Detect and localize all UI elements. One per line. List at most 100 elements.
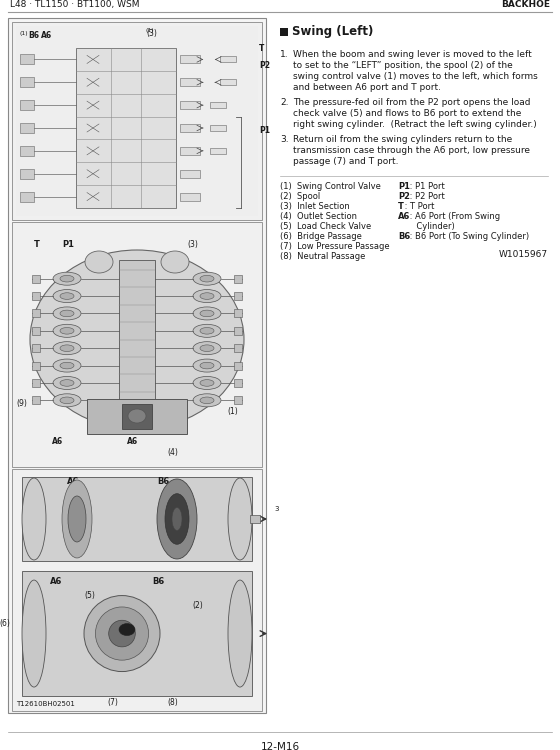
- Bar: [234, 327, 242, 334]
- Ellipse shape: [53, 272, 81, 285]
- Ellipse shape: [200, 275, 214, 282]
- Text: (2): (2): [192, 601, 203, 610]
- Text: : P1 Port: : P1 Port: [407, 182, 444, 191]
- Text: : T Port: : T Port: [402, 202, 435, 211]
- Ellipse shape: [22, 580, 46, 687]
- Bar: [32, 379, 40, 387]
- Text: A6: A6: [67, 477, 80, 486]
- Text: (5): (5): [84, 591, 95, 600]
- Text: B6: B6: [157, 477, 169, 486]
- Text: B6: B6: [28, 31, 39, 40]
- Bar: [210, 148, 226, 154]
- Bar: [180, 124, 200, 132]
- Bar: [250, 515, 260, 523]
- Bar: [12, 222, 262, 467]
- Bar: [234, 292, 242, 300]
- Ellipse shape: [165, 494, 189, 544]
- Ellipse shape: [128, 409, 146, 423]
- Ellipse shape: [60, 397, 74, 404]
- Ellipse shape: [95, 607, 148, 660]
- Ellipse shape: [193, 307, 221, 320]
- Bar: [32, 292, 40, 300]
- Bar: [234, 274, 242, 283]
- Text: A6: A6: [52, 437, 63, 446]
- Bar: [180, 56, 200, 64]
- Text: (1): (1): [20, 31, 29, 36]
- Bar: [280, 28, 288, 36]
- Ellipse shape: [60, 310, 74, 316]
- Text: P1: P1: [259, 126, 270, 135]
- Text: (9): (9): [16, 399, 27, 408]
- Text: T: T: [259, 44, 264, 53]
- Ellipse shape: [53, 324, 81, 338]
- Bar: [20, 191, 34, 202]
- Text: (1): (1): [227, 407, 238, 416]
- Text: check valve (5) and flows to B6 port to extend the: check valve (5) and flows to B6 port to …: [293, 109, 521, 118]
- Text: Return oil from the swing cylinders return to the: Return oil from the swing cylinders retu…: [293, 135, 512, 144]
- Bar: [20, 169, 34, 178]
- Text: T: T: [34, 240, 40, 249]
- Text: (3): (3): [187, 240, 198, 249]
- Text: passage (7) and T port.: passage (7) and T port.: [293, 157, 399, 166]
- Text: (6)  Bridge Passage: (6) Bridge Passage: [280, 232, 362, 241]
- Text: (4)  Outlet Section: (4) Outlet Section: [280, 212, 357, 221]
- Text: P1: P1: [62, 240, 74, 249]
- Text: T12610BH02501: T12610BH02501: [16, 701, 75, 707]
- Ellipse shape: [109, 620, 136, 646]
- Ellipse shape: [62, 480, 92, 558]
- Text: right swing cylinder.  (Retract the left swing cylinder.): right swing cylinder. (Retract the left …: [293, 120, 536, 129]
- Text: L48 · TL1150 · BT1100, WSM: L48 · TL1150 · BT1100, WSM: [10, 0, 139, 9]
- Text: (8)  Neutral Passage: (8) Neutral Passage: [280, 252, 365, 261]
- Ellipse shape: [53, 342, 81, 355]
- Text: BACKHOE: BACKHOE: [501, 0, 550, 9]
- Text: (4): (4): [167, 448, 178, 457]
- Bar: [32, 344, 40, 352]
- Ellipse shape: [193, 324, 221, 338]
- Text: (2)  Spool: (2) Spool: [280, 192, 320, 201]
- Bar: [234, 362, 242, 370]
- Text: A6: A6: [398, 212, 410, 221]
- Text: transmission case through the A6 port, low pressure: transmission case through the A6 port, l…: [293, 146, 530, 155]
- Text: B6: B6: [398, 232, 410, 241]
- Text: (7)  Low Pressure Passage: (7) Low Pressure Passage: [280, 242, 390, 251]
- Text: B6: B6: [152, 577, 164, 586]
- Ellipse shape: [60, 345, 74, 352]
- Ellipse shape: [200, 380, 214, 386]
- Bar: [8, 18, 266, 713]
- Bar: [12, 469, 262, 711]
- Ellipse shape: [200, 328, 214, 334]
- Bar: [20, 55, 34, 64]
- Ellipse shape: [193, 376, 221, 389]
- Text: 1.: 1.: [280, 50, 288, 59]
- Bar: [20, 123, 34, 133]
- Bar: [20, 100, 34, 110]
- Ellipse shape: [193, 394, 221, 406]
- Ellipse shape: [228, 478, 252, 560]
- Text: : P2 Port: : P2 Port: [407, 192, 444, 201]
- Ellipse shape: [200, 397, 214, 404]
- Text: 3: 3: [274, 506, 278, 512]
- Ellipse shape: [60, 275, 74, 282]
- Ellipse shape: [193, 342, 221, 355]
- Bar: [210, 125, 226, 131]
- Bar: [12, 22, 262, 220]
- Bar: [180, 193, 200, 200]
- Bar: [180, 147, 200, 154]
- Bar: [234, 396, 242, 404]
- Ellipse shape: [200, 310, 214, 316]
- Text: A6: A6: [50, 577, 62, 586]
- Ellipse shape: [119, 623, 135, 635]
- Bar: [119, 260, 155, 419]
- Bar: [234, 310, 242, 317]
- Ellipse shape: [84, 596, 160, 671]
- Ellipse shape: [68, 496, 86, 542]
- Bar: [87, 399, 187, 434]
- Bar: [32, 362, 40, 370]
- Ellipse shape: [30, 250, 244, 429]
- Bar: [220, 80, 236, 86]
- Ellipse shape: [200, 345, 214, 352]
- Text: (1)  Swing Control Valve: (1) Swing Control Valve: [280, 182, 381, 191]
- Bar: [122, 404, 152, 429]
- Text: (6): (6): [0, 619, 10, 628]
- Ellipse shape: [161, 251, 189, 273]
